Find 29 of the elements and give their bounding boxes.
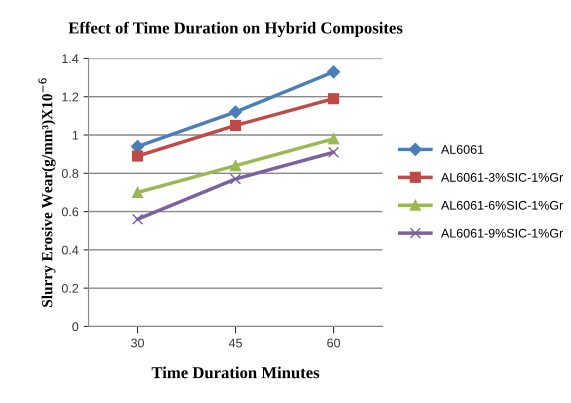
point [132,214,144,225]
x-axis-title: Time Duration Minutes [152,366,320,378]
point [132,150,144,162]
y-axis-title: Slurry Erosive Wear(g/mm³)X10$^{−6}$ [38,78,56,307]
legend-label: AL6061-9%SIC-1%Gr [440,228,564,238]
point [326,65,340,78]
chart-title: Effect of Time Duration on Hybrid Composites [68,22,402,38]
point [328,93,340,104]
point [132,186,144,198]
point [230,173,242,185]
legend-label: AL6061-3%SIC-1%Gr [440,172,564,182]
y-tick-label: 0.2 [62,284,78,293]
y-tick-label: 0.6 [62,207,78,216]
x-tick-label: 30 [131,338,144,348]
x-tick-label: 45 [228,338,242,348]
point [230,120,242,131]
point [328,133,340,144]
y-tick-label: 1 [72,130,78,140]
y-tick-label: 0.4 [62,246,78,255]
point [228,105,242,119]
y-tick-label: 1.4 [62,54,78,63]
x-tick-label: 60 [327,338,340,348]
point [328,146,340,158]
y-tick-label: 1.2 [62,92,78,102]
point [230,160,242,172]
y-tick-label: 0 [72,322,78,332]
y-tick-label: 0.8 [62,169,78,178]
legend-label: AL6061 [440,145,484,154]
legend-label: AL6061-6%SIC-1%Gr [440,200,564,210]
